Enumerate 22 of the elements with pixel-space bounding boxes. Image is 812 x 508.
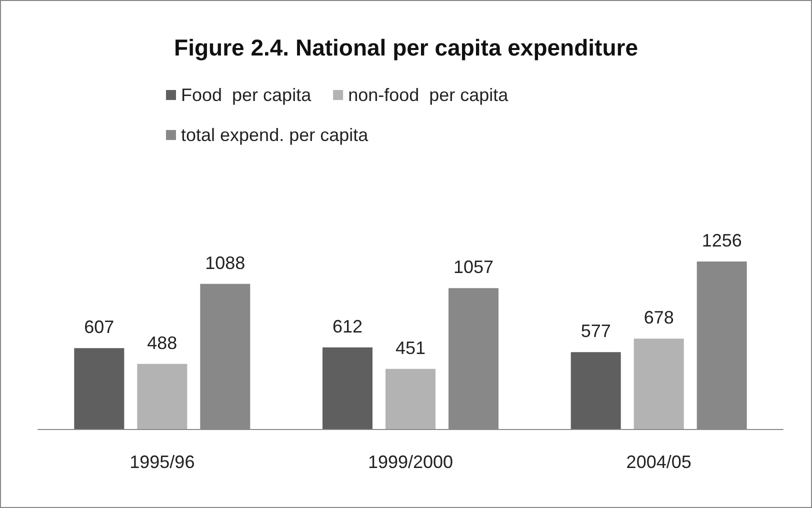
x-tick-label: 1999/2000 bbox=[368, 452, 454, 472]
data-label: 612 bbox=[332, 316, 363, 336]
data-label: 488 bbox=[147, 332, 178, 353]
bar bbox=[322, 347, 372, 429]
legend-label: total expend. per capita bbox=[181, 125, 370, 145]
data-label: 607 bbox=[84, 317, 114, 338]
bar bbox=[570, 352, 621, 429]
bar bbox=[634, 338, 684, 429]
data-label: 1088 bbox=[205, 252, 246, 273]
data-label: 1057 bbox=[453, 257, 494, 278]
bar bbox=[386, 368, 436, 429]
data-label: 577 bbox=[580, 321, 611, 342]
x-tick-label: 2004/05 bbox=[626, 452, 692, 472]
bar bbox=[137, 364, 188, 429]
legend-label: non-food per capita bbox=[348, 85, 510, 105]
x-tick-label: 1995/96 bbox=[130, 452, 195, 472]
bar bbox=[74, 348, 124, 429]
data-label: 1256 bbox=[702, 230, 742, 251]
data-label: 451 bbox=[395, 338, 426, 358]
chart-title: Figure 2.4. National per capita expenditure bbox=[174, 34, 638, 60]
data-label: 678 bbox=[644, 308, 674, 328]
legend-label: Food per capita bbox=[181, 85, 312, 105]
